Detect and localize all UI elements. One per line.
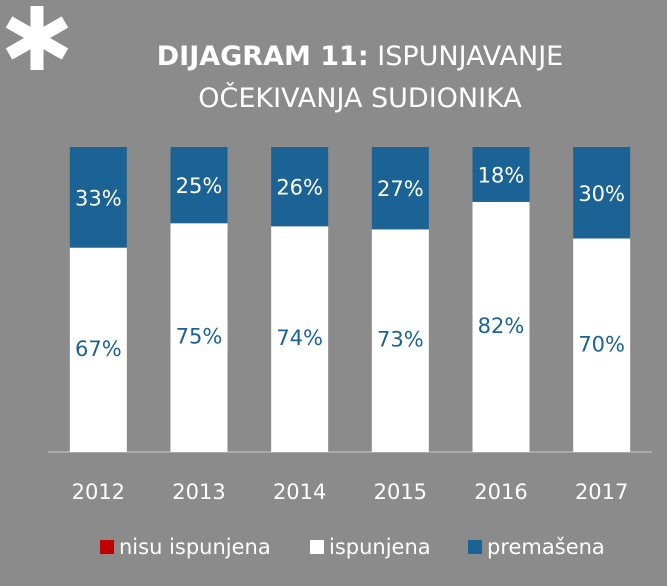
data-label: 74% — [276, 326, 323, 350]
x-tick-label: 2015 — [374, 480, 427, 504]
data-label: 26% — [276, 176, 323, 200]
x-tick-label: 2014 — [273, 480, 326, 504]
bar-segment — [472, 201, 530, 452]
legend-label: ispunjena — [329, 535, 431, 559]
x-tick-label: 2013 — [172, 480, 225, 504]
data-label: 25% — [176, 174, 223, 198]
bar-segment — [170, 223, 228, 452]
asterisk-icon — [5, 6, 69, 70]
data-label: 18% — [478, 163, 525, 187]
legend-label: nisu ispunjena — [119, 535, 271, 559]
data-label: 27% — [377, 177, 424, 201]
legend-label: premašena — [487, 535, 605, 559]
data-label: 82% — [478, 314, 525, 338]
title-label: DIJAGRAM 11: — [156, 41, 369, 72]
chart-title: DIJAGRAM 11: ISPUNJAVANJE OČEKIVANJA SUD… — [135, 36, 585, 120]
bar-segment — [371, 229, 429, 452]
data-label: 30% — [578, 182, 625, 206]
bar-segment — [271, 226, 329, 452]
data-label: 73% — [377, 328, 424, 352]
legend-swatch — [310, 540, 324, 554]
legend-swatch — [468, 540, 482, 554]
bar-segment — [573, 238, 631, 452]
data-label: 75% — [176, 325, 223, 349]
legend-swatch — [100, 540, 114, 554]
x-tick-label: 2017 — [575, 480, 628, 504]
bar-segment — [271, 147, 329, 227]
title-text: ISPUNJAVANJE OČEKIVANJA SUDIONIKA — [198, 41, 564, 114]
data-label: 67% — [75, 337, 122, 361]
data-label: 33% — [75, 186, 122, 210]
bar-segment — [170, 147, 228, 224]
bar-segment — [69, 147, 127, 248]
bar-segment — [573, 147, 631, 239]
x-tick-label: 2012 — [72, 480, 125, 504]
x-tick-label: 2016 — [474, 480, 527, 504]
bar-segment — [371, 147, 429, 230]
bar-segment — [472, 147, 530, 202]
bar-segment — [69, 247, 127, 452]
data-label: 70% — [578, 332, 625, 356]
